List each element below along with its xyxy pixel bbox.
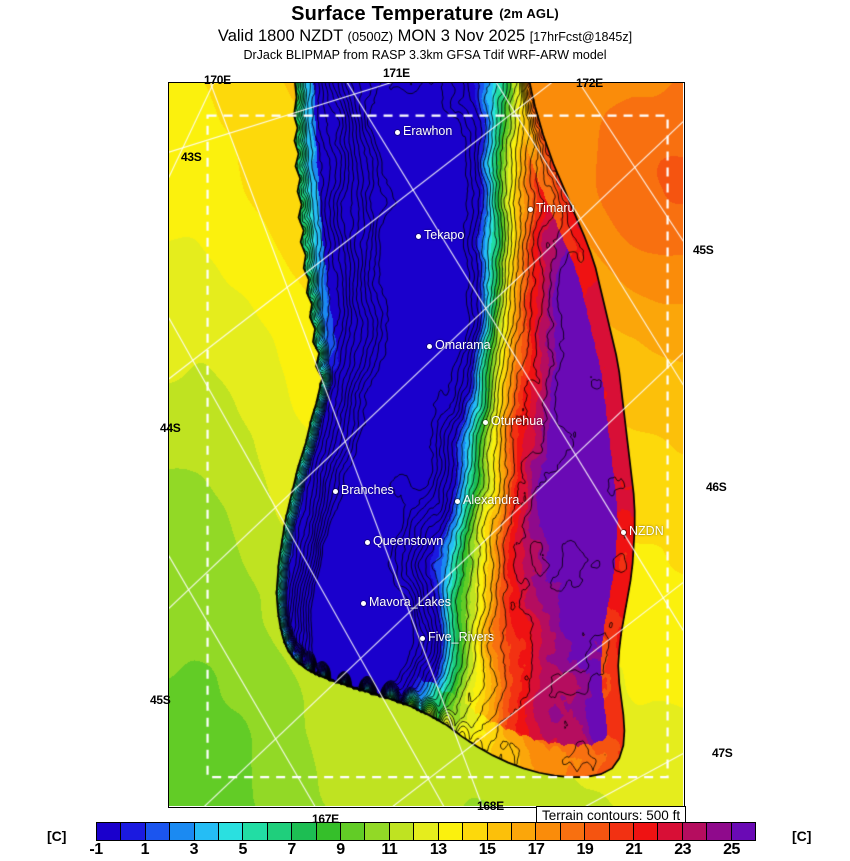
city-marker bbox=[395, 130, 400, 135]
colorbar-unit-left: [C] bbox=[47, 828, 67, 844]
temperature-map[interactable]: Erawhon Timaru Tekapo Omarama Oturehua Branch… bbox=[168, 82, 685, 808]
colorbar-swatch bbox=[707, 823, 732, 840]
city-label: Oturehua bbox=[491, 414, 544, 428]
colorbar-swatch bbox=[438, 823, 464, 840]
colorbar-tick-label: 11 bbox=[381, 841, 398, 858]
colorbar-swatch bbox=[511, 823, 537, 840]
colorbar-swatch bbox=[463, 823, 488, 840]
colorbar-gradient bbox=[96, 822, 756, 841]
colorbar-tick-label: 3 bbox=[189, 841, 199, 858]
colorbar-swatch bbox=[487, 823, 512, 840]
colorbar-swatch bbox=[658, 823, 683, 840]
colorbar-swatch bbox=[97, 823, 122, 840]
colorbar-swatch bbox=[731, 823, 755, 840]
colorbar-swatch bbox=[414, 823, 439, 840]
colorbar-swatch bbox=[170, 823, 195, 840]
longitude-label: 170E bbox=[204, 73, 231, 87]
colorbar-swatch bbox=[243, 823, 268, 840]
page-title: Surface Temperature (2m AGL) bbox=[0, 3, 850, 25]
colorbar-swatch bbox=[145, 823, 171, 840]
city-label: Mavora_Lakes bbox=[369, 595, 451, 609]
city-label: Timaru bbox=[536, 201, 575, 215]
city-label: Omarama bbox=[435, 338, 491, 352]
city-label: Erawhon bbox=[403, 124, 453, 138]
valid-date: MON 3 Nov 2025 bbox=[397, 27, 526, 45]
colorbar-swatch bbox=[267, 823, 293, 840]
valid-time-line: Valid 1800 NZDT (0500Z) MON 3 Nov 2025 [… bbox=[0, 26, 850, 47]
colorbar-swatch bbox=[365, 823, 390, 840]
latitude-label: 47S bbox=[712, 746, 733, 760]
forecast-tag: [17hrFcst@1845z] bbox=[529, 30, 633, 44]
colorbar-tick-label: 23 bbox=[674, 841, 692, 858]
colorbar-tick-label: 9 bbox=[336, 841, 345, 858]
colorbar-swatch bbox=[219, 823, 244, 840]
city-label: Five_Rivers bbox=[428, 630, 494, 644]
map-raster bbox=[169, 83, 683, 806]
colorbar-tick-label: 15 bbox=[478, 841, 496, 858]
city-label: Tekapo bbox=[424, 228, 465, 242]
colorbar-tick-label: 7 bbox=[287, 841, 296, 858]
colorbar-tick-label: 13 bbox=[429, 841, 447, 858]
colorbar-swatch bbox=[633, 823, 659, 840]
colorbar-swatch bbox=[609, 823, 634, 840]
colorbar-swatch bbox=[682, 823, 708, 840]
colorbar-tick-label: -1 bbox=[89, 841, 103, 858]
colorbar-tick-label: 21 bbox=[625, 841, 643, 858]
colorbar-swatch bbox=[292, 823, 317, 840]
valid-prefix: Valid 1800 NZDT bbox=[217, 27, 343, 45]
longitude-label: 172E bbox=[576, 76, 603, 90]
city-label: Branches bbox=[341, 483, 394, 497]
longitude-label: 168E bbox=[477, 799, 504, 813]
colorbar-tick-label: 1 bbox=[140, 841, 150, 858]
city-marker bbox=[420, 636, 425, 641]
page-title-text: Surface Temperature bbox=[291, 3, 494, 25]
city-marker bbox=[416, 234, 421, 239]
city-marker bbox=[455, 499, 460, 504]
colorbar-swatch bbox=[121, 823, 146, 840]
city-marker bbox=[621, 530, 626, 535]
colorbar-swatch bbox=[585, 823, 610, 840]
city-marker bbox=[427, 344, 432, 349]
colorbar-tick-label: 17 bbox=[527, 841, 545, 858]
valid-zulu: (0500Z) bbox=[347, 29, 394, 44]
page-title-superscript: (2m AGL) bbox=[499, 6, 559, 21]
latitude-label: 45S bbox=[150, 693, 171, 707]
city-label: Alexandra bbox=[463, 493, 520, 507]
colorbar-tick-label: 25 bbox=[723, 841, 740, 858]
longitude-label: 171E bbox=[383, 66, 410, 80]
colorbar-swatch bbox=[194, 823, 220, 840]
colorbar-swatch bbox=[560, 823, 586, 840]
city-label: NZDN bbox=[629, 524, 664, 538]
colorbar-unit-right: [C] bbox=[792, 828, 812, 844]
colorbar-ticks: -1 1 3 5 7 9 11 13 15 17 19 21 23 25 bbox=[89, 841, 756, 861]
colorbar-tick-label: 19 bbox=[576, 841, 594, 858]
colorbar-swatch bbox=[341, 823, 366, 840]
colorbar-swatch bbox=[389, 823, 415, 840]
city-marker bbox=[333, 489, 338, 494]
colorbar: [C] -1 1 3 5 7 9 11 13 15 17 19 21 23 25 [C] bbox=[0, 820, 850, 860]
colorbar-tick-label: 5 bbox=[238, 841, 247, 858]
title-block: Surface Temperature (2m AGL) Valid 1800 … bbox=[0, 0, 850, 63]
city-marker bbox=[483, 420, 488, 425]
city-marker bbox=[361, 601, 366, 606]
latitude-label: 44S bbox=[160, 421, 181, 435]
latitude-label: 46S bbox=[706, 480, 727, 494]
model-description: DrJack BLIPMAP from RASP 3.3km GFSA Tdif… bbox=[243, 48, 607, 62]
terrain-contour-legend: Terrain contours: 500 ft bbox=[536, 806, 687, 826]
colorbar-swatch bbox=[536, 823, 561, 840]
colorbar-swatch bbox=[316, 823, 342, 840]
latitude-label: 43S bbox=[181, 150, 202, 164]
latitude-label: 45S bbox=[693, 243, 714, 257]
city-label: Queenstown bbox=[373, 534, 444, 548]
city-marker bbox=[365, 540, 370, 545]
city-marker bbox=[528, 207, 533, 212]
